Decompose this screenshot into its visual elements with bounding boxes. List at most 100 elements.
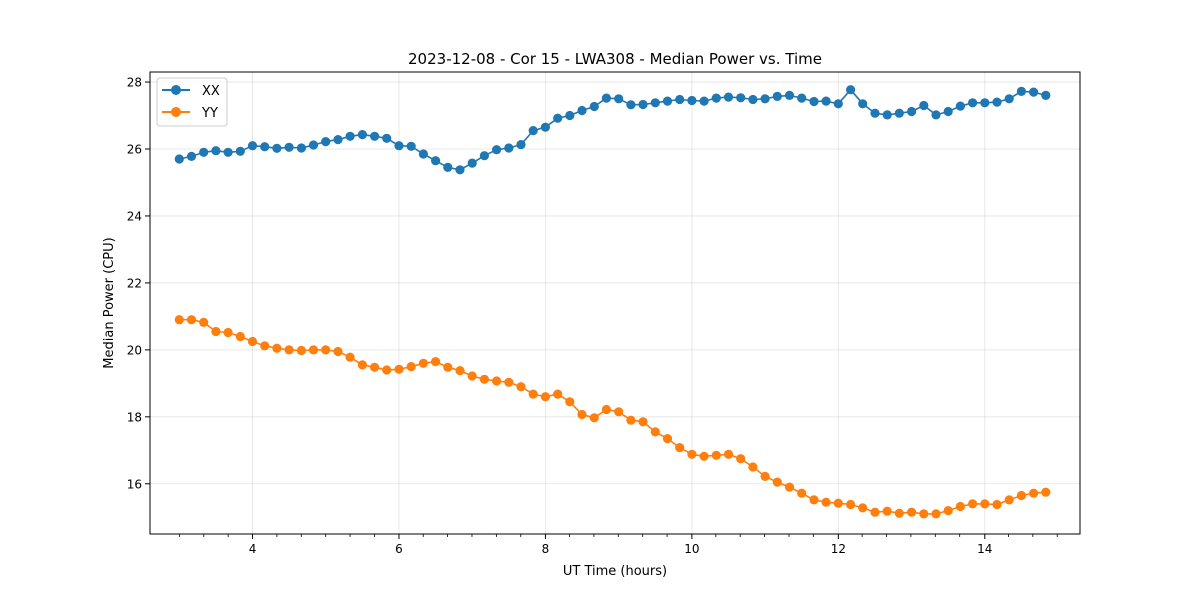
- data-point-xx: [467, 158, 477, 168]
- data-point-yy: [235, 331, 245, 342]
- data-point-yy: [1004, 495, 1014, 505]
- data-point-xx: [748, 94, 758, 105]
- data-point-xx: [321, 137, 331, 147]
- data-point-xx: [943, 106, 953, 117]
- plot-frame: [149, 71, 1081, 535]
- data-point-yy: [370, 362, 380, 372]
- data-point-yy: [406, 362, 416, 372]
- y-tick-label: 28: [127, 76, 142, 90]
- data-point-yy: [797, 488, 807, 498]
- axis-ticks: 4 6 8 10 12 14 16 18 20 22 24 26 28: [127, 76, 1058, 556]
- data-point-yy: [687, 449, 697, 459]
- y-tick-label: 26: [127, 143, 142, 157]
- data-point-xx: [577, 105, 587, 116]
- data-point-yy: [553, 389, 563, 399]
- data-point-yy: [614, 407, 624, 417]
- data-point-xx: [797, 93, 807, 103]
- x-tick-label: 14: [977, 542, 992, 556]
- data-point-xx: [492, 145, 502, 155]
- data-point-yy: [272, 343, 282, 353]
- data-point-xx: [858, 99, 868, 109]
- data-point-xx: [174, 154, 184, 164]
- data-point-yy: [284, 345, 294, 355]
- data-point-xx: [540, 122, 551, 132]
- data-point-yy: [821, 497, 831, 507]
- data-point-yy: [577, 409, 587, 420]
- data-point-yy: [1016, 490, 1026, 501]
- data-point-yy: [711, 450, 721, 460]
- data-point-xx: [223, 147, 233, 157]
- data-point-yy: [919, 509, 929, 519]
- legend: XX YY: [156, 77, 228, 127]
- data-point-xx: [931, 110, 941, 120]
- data-point-xx: [528, 126, 538, 136]
- data-point-yy: [784, 482, 795, 492]
- data-point-yy: [479, 374, 489, 384]
- data-point-xx: [614, 94, 624, 104]
- data-point-xx: [308, 140, 319, 150]
- data-point-xx: [370, 131, 380, 141]
- data-point-yy: [833, 498, 843, 508]
- data-point-yy: [540, 392, 551, 402]
- data-point-yy: [467, 371, 477, 381]
- data-point-yy: [431, 357, 441, 367]
- data-point-xx: [968, 98, 978, 108]
- data-point-xx: [992, 97, 1002, 107]
- data-point-xx: [980, 98, 990, 108]
- data-point-yy: [516, 382, 526, 392]
- data-point-yy: [186, 315, 197, 325]
- data-point-xx: [443, 162, 453, 172]
- data-point-xx: [345, 131, 355, 141]
- data-point-yy: [907, 507, 917, 517]
- data-point-xx: [235, 146, 245, 156]
- chart-title: 2023-12-08 - Cor 15 - LWA308 - Median Po…: [408, 50, 822, 68]
- data-point-yy: [638, 417, 648, 427]
- data-point-xx: [260, 142, 270, 152]
- data-point-xx: [711, 93, 721, 103]
- data-point-yy: [894, 508, 904, 518]
- data-point-xx: [784, 90, 795, 100]
- data-point-xx: [589, 101, 599, 112]
- data-point-xx: [296, 143, 306, 153]
- legend-label-yy: YY: [201, 106, 218, 121]
- data-point-yy: [955, 501, 966, 512]
- data-point-xx: [1004, 94, 1014, 104]
- data-point-xx: [894, 108, 904, 118]
- data-point-xx: [882, 110, 892, 120]
- data-point-yy: [626, 415, 636, 425]
- x-tick-label: 6: [395, 542, 403, 556]
- data-point-xx: [809, 96, 819, 107]
- data-point-xx: [406, 141, 416, 151]
- data-point-yy: [296, 345, 306, 356]
- data-point-yy: [809, 495, 819, 505]
- data-point-xx: [650, 98, 660, 108]
- data-point-yy: [846, 499, 856, 510]
- data-point-yy: [357, 360, 367, 370]
- data-point-yy: [492, 376, 502, 386]
- data-point-yy: [443, 362, 453, 372]
- data-point-yy: [199, 317, 209, 327]
- data-point-xx: [199, 147, 209, 157]
- data-point-yy: [968, 499, 978, 509]
- data-point-yy: [772, 477, 782, 487]
- data-point-yy: [1029, 488, 1039, 498]
- data-point-yy: [308, 345, 319, 355]
- y-tick-label: 24: [127, 209, 142, 223]
- data-point-yy: [211, 326, 221, 337]
- legend-marker-xx: [171, 85, 181, 95]
- data-point-xx: [846, 85, 856, 95]
- data-point-yy: [1041, 487, 1051, 497]
- data-point-yy: [589, 413, 599, 423]
- data-point-yy: [321, 345, 331, 355]
- data-point-yy: [723, 449, 734, 459]
- data-point-xx: [687, 95, 697, 106]
- data-point-xx: [394, 141, 404, 151]
- data-point-xx: [565, 110, 575, 121]
- data-point-yy: [675, 443, 685, 453]
- data-point-xx: [553, 113, 563, 123]
- data-point-yy: [247, 336, 258, 347]
- data-point-yy: [174, 315, 184, 325]
- data-point-xx: [760, 94, 770, 104]
- data-point-yy: [980, 499, 990, 509]
